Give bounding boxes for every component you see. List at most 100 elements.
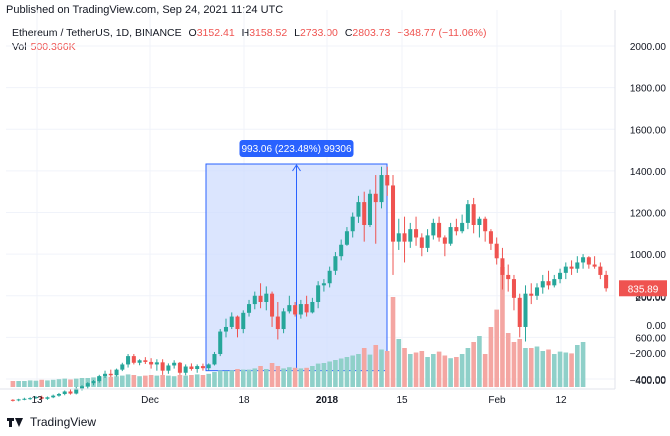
price-axis[interactable]: 2000.00 1800.00 1600.00 1400.00 1200.00 1000.… (630, 42, 667, 387)
volume-bar (477, 336, 482, 387)
volume-bar (384, 351, 390, 387)
volume-bar (500, 267, 505, 387)
candle-body (293, 305, 298, 315)
tradingview-footer[interactable]: TradingView (7, 415, 96, 429)
volume-bar (580, 342, 586, 387)
candle-body (200, 366, 205, 369)
volume-bar (33, 380, 39, 387)
candle-body (390, 185, 396, 242)
volume-bar (373, 345, 379, 387)
low-label: L (294, 27, 300, 39)
time-tick-label: Feb (488, 395, 506, 406)
volume-tick-label: −400.00 (630, 376, 667, 387)
published-header: Published on TradingView.com, Sep 24, 20… (6, 4, 284, 16)
candle-body (494, 243, 499, 259)
candle-body (28, 398, 33, 400)
candle-body (108, 373, 113, 376)
volume-bar (379, 349, 384, 387)
candle-body (252, 295, 257, 305)
candle-body (558, 272, 563, 280)
volume-bar (189, 375, 194, 387)
candle-body (275, 316, 280, 330)
candle-body (333, 256, 338, 271)
candle-body (131, 356, 136, 363)
volume-bar (287, 367, 292, 387)
volume-bar (16, 381, 21, 387)
price-tick-label: 1800.00 (630, 84, 667, 95)
last-price-tag: 835.89 (619, 280, 667, 297)
candle-body (154, 362, 159, 365)
candle-body (437, 222, 442, 238)
candle-body (177, 362, 182, 373)
volume-bar (563, 352, 569, 387)
candle-body (483, 218, 488, 232)
symbol-label: Ethereum / TetherUS, 1D, BINANCE (12, 27, 182, 39)
candle-body (114, 369, 119, 376)
candle-body (45, 397, 50, 399)
price-chart[interactable]: 2000.00 1800.00 1600.00 1400.00 1200.00 1000.… (0, 0, 670, 415)
candle-body (385, 175, 390, 186)
volume-bar (10, 381, 16, 387)
volume-bar (390, 297, 396, 387)
candle-body (79, 386, 85, 389)
candle-body (465, 204, 470, 223)
candle-body (327, 270, 332, 284)
volume-bar (269, 363, 275, 387)
candle-body (425, 235, 430, 248)
open-value: 3152.41 (196, 27, 235, 39)
candle-body (212, 354, 217, 365)
candle-body (546, 281, 551, 286)
candle-body (183, 366, 188, 373)
volume-bar (551, 354, 557, 387)
candle-body (56, 393, 61, 396)
candle-body (534, 287, 540, 296)
volume-bar (431, 354, 436, 387)
time-tick-label: 2018 (316, 395, 339, 406)
volume-value: 500.366K (30, 41, 76, 53)
volume-bar (120, 375, 125, 387)
price-tick-label: 1000.00 (630, 250, 667, 261)
volume-bar (505, 333, 511, 387)
volume-bar (22, 381, 27, 387)
candle-body (206, 364, 211, 369)
volume-bar (425, 357, 430, 387)
volume-bar (333, 360, 338, 387)
volume-bar (413, 352, 419, 387)
candle-body (460, 222, 465, 232)
volume-bar (108, 376, 114, 387)
volume-bar (454, 357, 459, 387)
volume-bar (39, 379, 44, 387)
candle-body (172, 362, 177, 366)
candle-body (379, 175, 384, 203)
candle-body (339, 244, 344, 257)
volume-bar (246, 369, 252, 387)
volume-legend: Vol 500.366K (12, 41, 76, 53)
volume-bar (523, 348, 528, 387)
candle-body (488, 231, 493, 244)
volume-bar (240, 369, 246, 387)
candle-body (241, 312, 246, 330)
high-label: H (241, 27, 250, 39)
volume-bar (200, 375, 206, 387)
candle-body (367, 193, 372, 225)
volume-label: Vol (12, 41, 27, 53)
candle-body (39, 397, 44, 399)
volume-bar (73, 378, 79, 387)
time-axis[interactable]: 13 Dec 18 2018 15 Feb 12 (0, 10, 616, 406)
candle-body (414, 229, 419, 238)
volume-bar (534, 346, 540, 387)
candle-body (506, 274, 511, 280)
candle-body (448, 227, 453, 244)
high-value: 3158.52 (249, 27, 288, 39)
volume-bar (557, 351, 563, 387)
volume-bar (436, 351, 442, 387)
candle-body (316, 285, 321, 302)
time-tick-label: 18 (238, 395, 250, 406)
volume-bar (194, 374, 200, 387)
candlesticks (10, 166, 609, 402)
volume-bar (229, 370, 235, 387)
candle-body (523, 293, 528, 327)
time-tick-label: Dec (141, 395, 159, 406)
price-tick-label: 1600.00 (630, 125, 667, 136)
candle-body (149, 361, 154, 365)
